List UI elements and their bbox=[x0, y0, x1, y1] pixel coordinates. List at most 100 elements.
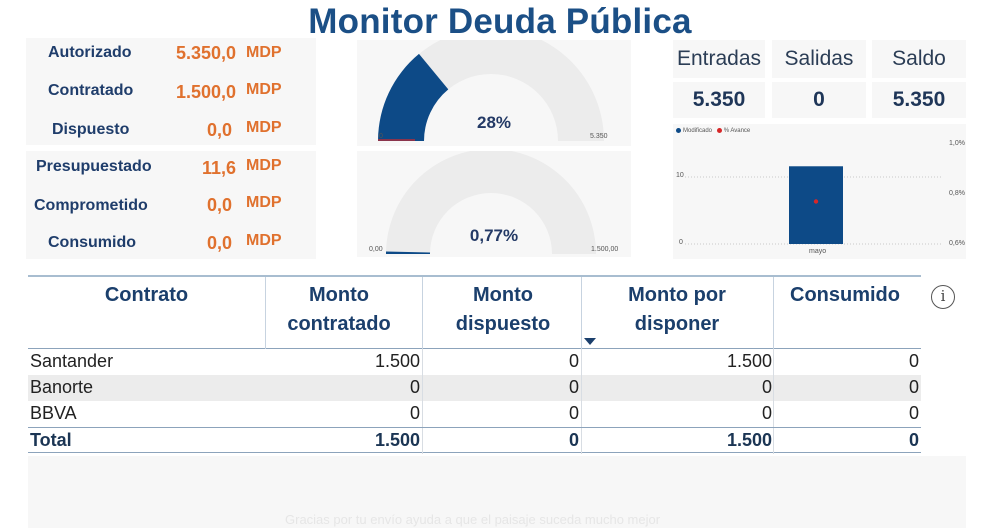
cell-contrato: BBVA bbox=[30, 403, 77, 423]
y2-tick-1: 1,0% bbox=[949, 140, 965, 147]
mini-chart-panel[interactable]: Modificado % Avance 10 0 1,0% 0,8% 0,6% … bbox=[673, 124, 966, 259]
col-separator bbox=[581, 428, 582, 454]
gauge-fill bbox=[378, 53, 449, 141]
sort-desc-icon[interactable] bbox=[584, 338, 596, 345]
page-title: Monitor Deuda Pública bbox=[308, 2, 692, 41]
col-separator bbox=[773, 277, 774, 349]
card-salidas-label: Salidas bbox=[772, 40, 866, 78]
col-separator bbox=[422, 428, 423, 454]
gauge-max-label: 1.500,00 bbox=[591, 246, 619, 253]
gauge-max-label: 5.350 bbox=[590, 133, 608, 140]
col-separator bbox=[581, 375, 582, 401]
col-separator bbox=[422, 349, 423, 375]
col-header-monto-dispuesto[interactable]: Monto dispuesto bbox=[455, 284, 551, 335]
table-row[interactable]: Banorte 0 0 0 0 bbox=[28, 375, 921, 401]
legend-label-modificado: Modificado bbox=[683, 128, 713, 135]
gauge-track bbox=[386, 151, 596, 254]
table-row[interactable]: Santander 1.500 0 1.500 0 bbox=[28, 349, 921, 375]
card-saldo-label: Saldo bbox=[872, 40, 966, 78]
footer-ghost-text: Gracias por tu envío ayuda a que el pais… bbox=[285, 512, 661, 527]
kpi-unit-comprometido: MDP bbox=[246, 194, 282, 211]
col-separator bbox=[265, 277, 266, 349]
kpi-value-contratado: 1.500,0 bbox=[175, 82, 236, 102]
kpi-unit-dispuesto: MDP bbox=[246, 119, 282, 136]
x-tick-mayo: mayo bbox=[809, 248, 827, 255]
cell-total-consumido: 0 bbox=[908, 430, 919, 450]
kpi-panel-top: Autorizado 5.350,0 MDP Contratado 1.500,… bbox=[26, 38, 316, 145]
col-separator bbox=[422, 277, 423, 349]
info-icon[interactable]: i bbox=[931, 285, 955, 309]
cell-consumido: 0 bbox=[908, 377, 919, 397]
legend-dot-modificado bbox=[676, 128, 681, 133]
cell-total-monto-contratado: 1.500 bbox=[374, 430, 420, 450]
kpi-value-comprometido: 0,0 bbox=[206, 195, 232, 215]
card-salidas-value: 0 bbox=[772, 82, 866, 118]
cell-consumido: 0 bbox=[908, 351, 919, 371]
col-separator bbox=[422, 401, 423, 427]
cell-total-label: Total bbox=[30, 430, 72, 450]
kpi-label-dispuesto: Dispuesto bbox=[52, 121, 130, 138]
kpi-value-dispuesto: 0,0 bbox=[206, 120, 232, 140]
cell-consumido: 0 bbox=[908, 403, 919, 423]
col-separator bbox=[581, 277, 582, 349]
col-header-monto-contratado[interactable]: Monto contratado bbox=[287, 284, 391, 335]
col-header-contrato[interactable]: Contrato bbox=[104, 284, 189, 306]
legend-label-avance: % Avance bbox=[723, 128, 751, 135]
gauge-min-label: 0 bbox=[379, 133, 383, 140]
kpi-panel-bottom: Presupuestado 11,6 MDP Comprometido 0,0 … bbox=[26, 151, 316, 259]
col-separator bbox=[773, 428, 774, 454]
cell-total-monto-por-disponer: 1.500 bbox=[726, 430, 772, 450]
col-separator bbox=[773, 375, 774, 401]
cell-monto-contratado: 0 bbox=[409, 403, 420, 423]
bar-modificado-mayo[interactable] bbox=[789, 166, 843, 244]
legend-dot-avance bbox=[716, 128, 722, 133]
gauge-percent-label: 0,77% bbox=[469, 226, 519, 245]
table-header: Contrato Monto contratado Monto dispuest… bbox=[28, 275, 921, 349]
mini-bar-chart bbox=[685, 166, 943, 245]
col-separator bbox=[422, 375, 423, 401]
cell-monto-por-disponer: 1.500 bbox=[726, 351, 772, 371]
cell-monto-contratado: 0 bbox=[409, 377, 420, 397]
gauge-percent-label: 28% bbox=[476, 113, 512, 132]
gauge-dispuesto[interactable]: 28% 0 5.350 bbox=[357, 40, 631, 146]
kpi-value-consumido: 0,0 bbox=[206, 233, 232, 253]
cell-monto-por-disponer: 0 bbox=[761, 377, 772, 397]
cell-contrato: Santander bbox=[30, 351, 114, 371]
kpi-label-contratado: Contratado bbox=[48, 82, 134, 99]
col-header-monto-por-disponer[interactable]: Monto por disponer bbox=[628, 284, 726, 335]
kpi-label-consumido: Consumido bbox=[48, 234, 136, 251]
kpi-label-comprometido: Comprometido bbox=[34, 197, 148, 214]
y2-tick-3: 0,6% bbox=[949, 240, 965, 247]
point-avance-mayo[interactable] bbox=[813, 199, 819, 204]
kpi-unit-autorizado: MDP bbox=[246, 44, 282, 61]
card-entradas-value: 5.350 bbox=[673, 82, 765, 118]
col-header-consumido[interactable]: Consumido bbox=[790, 284, 900, 306]
cell-monto-dispuesto: 0 bbox=[568, 351, 579, 371]
contracts-table: Contrato Monto contratado Monto dispuest… bbox=[28, 275, 921, 454]
chart-legend: Modificado % Avance bbox=[676, 128, 750, 134]
cell-monto-dispuesto: 0 bbox=[568, 377, 579, 397]
table-row[interactable]: BBVA 0 0 0 0 bbox=[28, 401, 921, 427]
y-tick-10: 10 bbox=[676, 172, 684, 179]
gauge-track bbox=[378, 40, 604, 141]
col-separator bbox=[581, 349, 582, 375]
gauge-consumido[interactable]: 0,77% 0,00 1.500,00 bbox=[357, 151, 631, 257]
kpi-value-presupuestado: 11,6 bbox=[201, 158, 236, 178]
kpi-unit-consumido: MDP bbox=[246, 232, 282, 249]
gauge-chart-1 bbox=[378, 40, 604, 141]
cell-total-monto-dispuesto: 0 bbox=[568, 430, 579, 450]
y2-tick-2: 0,8% bbox=[949, 190, 965, 197]
kpi-value-autorizado: 5.350,0 bbox=[175, 43, 236, 63]
col-separator bbox=[773, 349, 774, 375]
cell-monto-por-disponer: 0 bbox=[761, 403, 772, 423]
gauge-min-label: 0,00 bbox=[369, 246, 383, 253]
kpi-unit-contratado: MDP bbox=[246, 81, 282, 98]
cell-monto-contratado: 1.500 bbox=[374, 351, 420, 371]
col-separator bbox=[773, 401, 774, 427]
kpi-label-autorizado: Autorizado bbox=[48, 44, 132, 61]
cell-contrato: Banorte bbox=[30, 377, 94, 397]
cell-monto-dispuesto: 0 bbox=[568, 403, 579, 423]
card-entradas-label: Entradas bbox=[673, 40, 765, 78]
gauge-chart-2 bbox=[386, 151, 596, 254]
footer-area bbox=[28, 456, 966, 528]
